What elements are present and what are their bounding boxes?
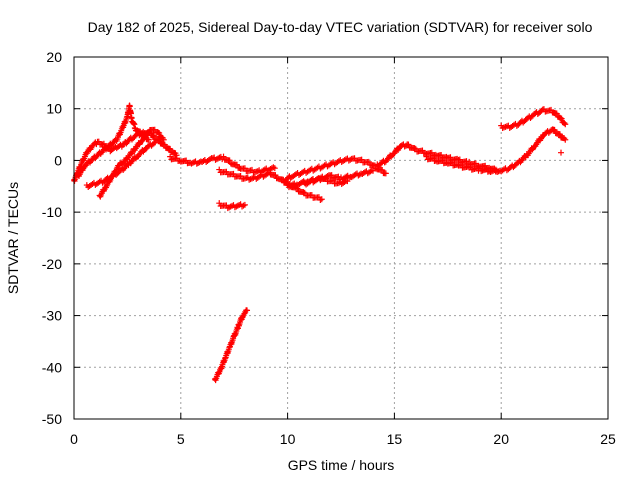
data-point xyxy=(367,168,374,175)
x-axis-title: GPS time / hours xyxy=(288,457,395,473)
data-point xyxy=(151,132,158,139)
series-arc-8 xyxy=(211,307,251,384)
series-arc-13 xyxy=(423,126,569,175)
data-point xyxy=(156,130,163,137)
series-arc-15 xyxy=(558,149,565,156)
data-point xyxy=(150,140,157,147)
x-tick-label: 15 xyxy=(387,431,403,447)
x-tick-label: 25 xyxy=(600,431,616,447)
data-point xyxy=(405,141,412,148)
data-point xyxy=(562,136,569,143)
data-point xyxy=(382,170,389,177)
series-arc-6 xyxy=(216,166,325,203)
data-point xyxy=(226,157,233,164)
data-point xyxy=(344,178,351,185)
data-point xyxy=(244,307,251,314)
plot-frame xyxy=(73,56,609,420)
data-point xyxy=(233,161,240,168)
y-tick-label: 10 xyxy=(46,101,62,117)
data-point xyxy=(370,167,377,174)
x-tick-label: 20 xyxy=(493,431,509,447)
data-point xyxy=(145,136,152,143)
y-tick-label: -10 xyxy=(42,204,62,220)
data-point xyxy=(271,165,278,172)
data-point xyxy=(152,139,159,146)
label-layer: 0 5 10 15 20 25 -50 -40 -30 -20 -10 0 10 20 xyxy=(42,49,616,447)
data-point xyxy=(463,158,470,165)
series-arc-3 xyxy=(83,139,159,191)
data-point xyxy=(553,110,560,117)
y-tick-label: -40 xyxy=(42,359,62,375)
y-tick-label: -50 xyxy=(42,411,62,427)
data-point xyxy=(558,115,565,122)
data-point xyxy=(241,201,248,208)
data-point xyxy=(160,136,167,143)
data-point xyxy=(411,145,418,152)
y-tick-label: 20 xyxy=(46,49,62,65)
series-arc-9 xyxy=(280,155,389,185)
data-point xyxy=(335,173,342,180)
series-arc-5 xyxy=(167,153,278,176)
data-point xyxy=(365,158,372,165)
data-point xyxy=(137,128,144,135)
y-tick-label: -20 xyxy=(42,256,62,272)
data-point xyxy=(300,189,307,196)
y-axis-title: SDTVAR / TECUs xyxy=(5,182,21,294)
x-tick-label: 10 xyxy=(280,431,296,447)
tick-layer xyxy=(73,56,609,420)
data-point xyxy=(272,172,279,179)
series-arc-12 xyxy=(374,141,500,175)
data-point xyxy=(551,126,558,133)
x-tick-label: 0 xyxy=(70,431,78,447)
data-point xyxy=(207,156,214,163)
data-point xyxy=(454,155,461,162)
data-point xyxy=(379,166,386,173)
data-point xyxy=(562,121,569,128)
data-point xyxy=(556,131,563,138)
grid-layer xyxy=(74,57,608,419)
y-tick-label: -30 xyxy=(42,308,62,324)
chart-title: Day 182 of 2025, Sidereal Day-to-day VTE… xyxy=(88,19,593,35)
data-point xyxy=(318,196,325,203)
data-point xyxy=(220,153,227,160)
data-point xyxy=(167,145,174,152)
data-point xyxy=(558,149,565,156)
data-point xyxy=(346,174,353,181)
x-tick-label: 5 xyxy=(177,431,185,447)
data-point xyxy=(161,141,168,148)
data-point xyxy=(561,120,568,127)
y-tick-label: 0 xyxy=(54,152,62,168)
points-layer xyxy=(71,102,569,384)
data-point xyxy=(356,171,363,178)
series-arc-14 xyxy=(498,106,569,132)
series-arc-4 xyxy=(96,126,167,200)
series-arc-11 xyxy=(301,175,351,188)
series-arc-7 xyxy=(216,200,248,212)
data-point xyxy=(292,182,299,189)
data-point xyxy=(100,140,107,147)
